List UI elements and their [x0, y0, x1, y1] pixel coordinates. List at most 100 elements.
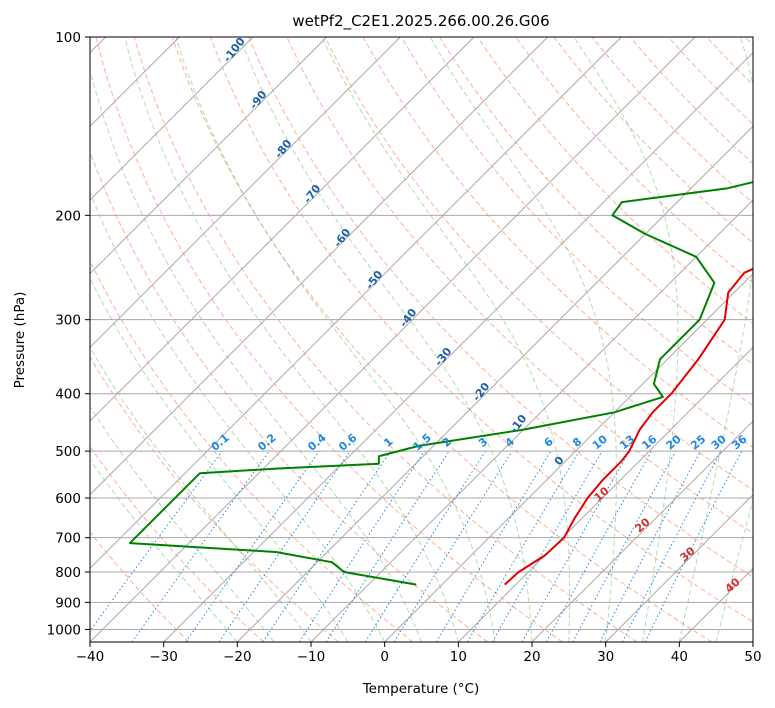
mixing-ratio-line [572, 450, 677, 642]
dry-adiabat-label: -70 [301, 182, 324, 206]
moist-adiabat-line [90, 67, 422, 642]
mixing-ratio-label: 16 [639, 432, 659, 452]
saturated-adiabat-label: 40 [723, 575, 743, 595]
dry-adiabat-line [248, 37, 753, 578]
mixing-ratio-label: 0.2 [255, 431, 278, 453]
mixing-ratio-label: 13 [617, 433, 637, 453]
y-tick-label: 600 [55, 491, 81, 507]
mixing-ratio-line [467, 450, 580, 642]
y-tick-label: 700 [55, 531, 81, 547]
x-axis-ticks: −40 −30 −20 −10 0 10 20 30 40 50 [76, 642, 762, 665]
profiles [128, 181, 753, 586]
mixing-ratio-line [262, 450, 392, 642]
x-axis-label: Temperature (°C) [362, 681, 480, 697]
mixing-ratio-label: 36 [730, 432, 750, 452]
x-tick-label: 10 [450, 649, 467, 665]
x-tick-label: −30 [149, 649, 178, 665]
dry-adiabat-label: 0 [552, 454, 567, 468]
moist-adiabat-line [239, 37, 533, 642]
isotherm-line [90, 37, 548, 496]
isotherm-line [90, 37, 401, 348]
mixing-ratio-line [621, 450, 722, 642]
mixing-ratio-label: 30 [709, 432, 729, 452]
x-tick-label: 50 [744, 649, 761, 665]
mixing-ratio-line [325, 450, 450, 642]
x-tick-label: 0 [380, 649, 389, 665]
moist-adiabat-line [124, 37, 459, 642]
x-tick-label: 30 [597, 649, 614, 665]
x-tick-label: −10 [297, 649, 326, 665]
y-tick-label: 500 [55, 444, 81, 460]
isotherm-line [752, 641, 753, 642]
x-tick-label: 40 [671, 649, 688, 665]
dewpoint-profile-line [128, 181, 753, 586]
y-tick-label: 300 [55, 313, 81, 329]
dry-adiabat-line [90, 445, 264, 642]
isotherm-line [90, 37, 254, 201]
line-labels: 0.1 0.2 0.4 0.6 1 1.5 2 3 4 6 8 10 13 16 20 25 30 36-100-… [209, 35, 750, 596]
isotherm-line [531, 420, 753, 642]
mixing-ratio-line [364, 450, 486, 642]
isotherm-line [163, 52, 753, 642]
y-tick-label: 200 [55, 208, 81, 224]
moist-adiabat-line [573, 37, 679, 642]
isotherm-line [310, 199, 753, 642]
y-axis-label: Pressure (hPa) [12, 292, 28, 389]
moist-adiabat-line [429, 37, 617, 642]
mixing-ratio-line [393, 450, 513, 642]
moist-adiabat-line [90, 458, 238, 642]
dry-adiabat-line [515, 37, 753, 284]
mixing-ratio-label: 1 [381, 435, 395, 450]
pressure-gridlines [90, 37, 753, 630]
isotherm-line [90, 37, 475, 422]
dry-adiabat-line [744, 37, 753, 47]
mixing-ratio-line [185, 450, 320, 642]
y-tick-label: 800 [55, 565, 81, 581]
dry-adiabat-line [706, 37, 753, 86]
isotherm-line [458, 346, 753, 642]
isotherm-line [90, 37, 622, 569]
mixing-ratio-line [218, 450, 351, 642]
plot-frame [89, 36, 754, 643]
saturated-adiabat-label: 20 [633, 515, 653, 535]
mixing-ratio-line [298, 450, 425, 642]
mixing-ratio-line [521, 450, 630, 642]
moist-adiabat-line [678, 37, 753, 642]
isotherm-line [90, 37, 696, 642]
mixing-ratio-line [90, 450, 223, 632]
y-tick-label: 400 [55, 387, 81, 403]
moist-adiabat-line [715, 498, 753, 642]
dry-adiabat-line [90, 355, 339, 642]
temperature-profile-line [504, 267, 753, 586]
x-tick-label: −40 [76, 649, 105, 665]
dry-adiabat-line [324, 37, 753, 491]
dry-adiabat-line [133, 37, 638, 642]
dry-adiabat-line [553, 37, 753, 244]
moist-adiabat-line [90, 405, 275, 642]
moist-adiabat-line [175, 37, 496, 642]
dry-adiabat-line [95, 37, 563, 642]
dry-adiabat-label: -40 [397, 306, 420, 330]
dry-adiabat-line [400, 37, 753, 407]
dry-adiabat-line [591, 37, 753, 204]
background-lines [90, 37, 753, 642]
dry-adiabat-line [90, 259, 414, 642]
saturated-adiabat-label: 30 [678, 544, 698, 564]
isotherm-line [605, 494, 753, 642]
mixing-ratio-label: 20 [664, 432, 684, 452]
mixing-ratio-label: 25 [688, 433, 708, 453]
y-tick-label: 1000 [47, 622, 81, 638]
dry-adiabat-label: -30 [432, 345, 455, 369]
dry-adiabat-line [362, 37, 753, 449]
moist-adiabat-line [90, 277, 349, 642]
moist-adiabat-line [90, 190, 386, 642]
isotherm-line [90, 37, 327, 275]
mixing-ratio-label: 0.1 [209, 431, 232, 453]
y-tick-label: 100 [55, 30, 81, 46]
mixing-ratio-line [435, 450, 552, 642]
dry-adiabat-label: -50 [363, 268, 386, 292]
dry-adiabat-line [286, 37, 753, 534]
y-tick-label: 900 [55, 595, 81, 611]
dry-adiabat-line [209, 37, 753, 623]
